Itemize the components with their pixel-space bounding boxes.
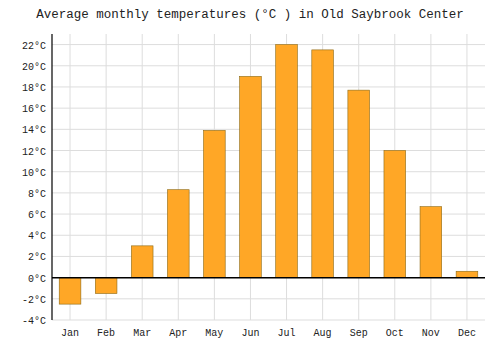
y-tick-label: 2°C: [28, 252, 46, 263]
bar: [95, 278, 117, 294]
x-tick-label: Apr: [169, 328, 187, 339]
chart-svg: Average monthly temperatures (°C ) in Ol…: [0, 0, 500, 350]
y-tick-label: 22°C: [22, 41, 46, 52]
chart-title: Average monthly temperatures (°C ) in Ol…: [36, 8, 464, 22]
bars: [59, 45, 478, 305]
y-grid-line: [52, 129, 485, 130]
y-tick-label: 8°C: [28, 189, 46, 200]
bar: [59, 278, 81, 304]
bar: [312, 50, 334, 278]
bar: [167, 190, 189, 278]
y-tick-label: 14°C: [22, 125, 46, 136]
y-grid-line: [52, 320, 485, 321]
y-tick-label: 18°C: [22, 83, 46, 94]
bar: [420, 207, 442, 278]
x-tick-label: Sep: [350, 328, 368, 339]
y-grid-line: [52, 108, 485, 109]
y-grid-line: [52, 277, 485, 278]
y-tick-label: 16°C: [22, 104, 46, 115]
zero-line: [52, 277, 485, 279]
bar: [240, 76, 262, 277]
y-grid-line: [52, 192, 485, 193]
y-tick-label: -2°C: [22, 295, 46, 306]
y-grid-line: [52, 44, 485, 45]
x-tick-label: Feb: [97, 328, 115, 339]
x-tick-label: Jan: [61, 328, 79, 339]
y-tick-label: 20°C: [22, 62, 46, 73]
y-grid-line: [52, 150, 485, 151]
x-tick-label: Aug: [314, 328, 332, 339]
bar: [456, 271, 478, 277]
bar: [204, 130, 226, 277]
x-tick-label: Dec: [458, 328, 476, 339]
y-tick-label: 4°C: [28, 231, 46, 242]
x-tick-label: Jun: [241, 328, 259, 339]
bar: [131, 246, 153, 278]
x-tick-label: Jul: [278, 328, 296, 339]
bar: [384, 151, 406, 278]
y-tick-label: 10°C: [22, 168, 46, 179]
y-tick-label: 0°C: [28, 274, 46, 285]
x-tick-label: Mar: [133, 328, 151, 339]
x-tick-label: Oct: [386, 328, 404, 339]
y-tick-label: -4°C: [22, 316, 46, 327]
x-tick-label: May: [205, 328, 223, 339]
y-axis-line: [51, 34, 52, 320]
y-tick-label: 12°C: [22, 147, 46, 158]
bar: [348, 90, 370, 277]
y-grid-line: [52, 86, 485, 87]
x-tick-label: Nov: [422, 328, 440, 339]
y-grid-line: [52, 298, 485, 299]
grid: [52, 34, 485, 320]
y-grid-line: [52, 171, 485, 172]
chart-container: Average monthly temperatures (°C ) in Ol…: [0, 0, 500, 350]
bar: [276, 45, 298, 278]
y-tick-label: 6°C: [28, 210, 46, 221]
y-grid-line: [52, 65, 485, 66]
